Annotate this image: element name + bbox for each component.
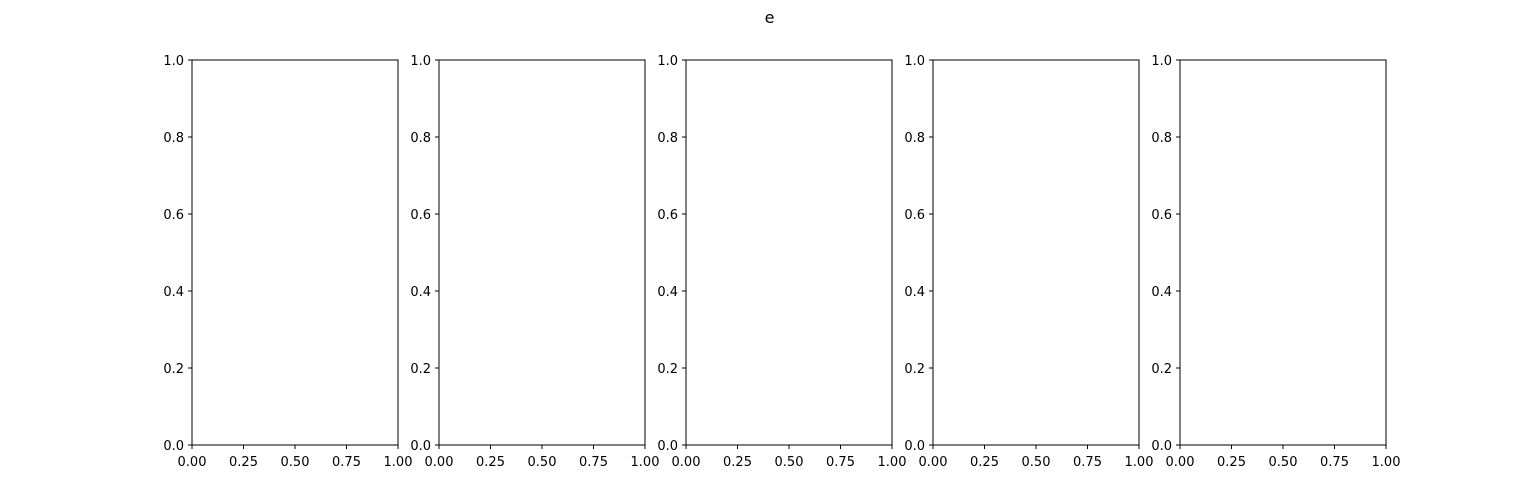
x-tick-label: 0.00 — [178, 455, 207, 470]
x-tick-label: 0.50 — [281, 455, 310, 470]
x-tick-label: 0.50 — [775, 455, 804, 470]
y-tick-label: 0.2 — [1151, 362, 1172, 377]
y-tick-label: 0.6 — [410, 208, 431, 223]
x-tick-label: 0.25 — [229, 455, 258, 470]
y-tick-label: 0.2 — [163, 362, 184, 377]
y-tick-label: 1.0 — [1151, 54, 1172, 69]
x-tick-label: 1.00 — [384, 455, 413, 470]
x-tick-label: 0.25 — [1217, 455, 1246, 470]
x-tick-label: 0.00 — [919, 455, 948, 470]
y-tick-label: 0.4 — [163, 285, 184, 300]
x-tick-label: 0.75 — [826, 455, 855, 470]
y-tick-label: 0.4 — [657, 285, 678, 300]
y-tick-label: 0.6 — [904, 208, 925, 223]
x-tick-label: 0.75 — [579, 455, 608, 470]
y-tick-label: 0.4 — [410, 285, 431, 300]
y-tick-label: 1.0 — [904, 54, 925, 69]
y-tick-label: 0.6 — [657, 208, 678, 223]
subplot-3: 0.00 0.25 0.50 0.75 1.00 0.0 0.2 0.4 0.6 0.8 1.0 — [657, 54, 906, 470]
subplot-5: 0.00 0.25 0.50 0.75 1.00 0.0 0.2 0.4 0.6 0.8 1.0 — [1151, 54, 1400, 470]
y-tick-label: 0.2 — [904, 362, 925, 377]
y-tick-label: 0.0 — [657, 439, 678, 454]
x-tick-label: 0.25 — [970, 455, 999, 470]
y-tick-label: 0.8 — [904, 131, 925, 146]
y-tick-label: 1.0 — [410, 54, 431, 69]
subplot-1: 0.00 0.25 0.50 0.75 1.00 0.0 0.2 0.4 0.6 0.8 1.0 — [163, 54, 412, 470]
y-tick-label: 0.8 — [1151, 131, 1172, 146]
subplot-4: 0.00 0.25 0.50 0.75 1.00 0.0 0.2 0.4 0.6 0.8 1.0 — [904, 54, 1153, 470]
y-tick-label: 0.0 — [163, 439, 184, 454]
x-tick-label: 0.25 — [723, 455, 752, 470]
x-tick-label: 0.50 — [1022, 455, 1051, 470]
axes-frame — [932, 59, 1140, 446]
x-tick-label: 1.00 — [878, 455, 907, 470]
y-tick-label: 0.0 — [1151, 439, 1172, 454]
y-tick-label: 0.6 — [163, 208, 184, 223]
figure-title: e — [764, 8, 775, 27]
y-tick-label: 1.0 — [657, 54, 678, 69]
x-tick-label: 0.50 — [1269, 455, 1298, 470]
x-tick-label: 1.00 — [1125, 455, 1154, 470]
x-tick-label: 1.00 — [1372, 455, 1401, 470]
axes-frame — [438, 59, 646, 446]
y-tick-label: 0.0 — [904, 439, 925, 454]
y-tick-label: 0.8 — [657, 131, 678, 146]
y-tick-label: 0.8 — [410, 131, 431, 146]
x-tick-label: 1.00 — [631, 455, 660, 470]
y-tick-label: 0.4 — [1151, 285, 1172, 300]
axes-frame — [1179, 59, 1387, 446]
x-tick-label: 0.00 — [1166, 455, 1195, 470]
y-tick-label: 0.6 — [1151, 208, 1172, 223]
x-tick-label: 0.00 — [425, 455, 454, 470]
y-tick-label: 0.0 — [410, 439, 431, 454]
y-tick-label: 1.0 — [163, 54, 184, 69]
x-tick-label: 0.00 — [672, 455, 701, 470]
y-tick-label: 0.4 — [904, 285, 925, 300]
axes-frame — [191, 59, 399, 446]
x-tick-label: 0.75 — [1320, 455, 1349, 470]
x-tick-label: 0.75 — [332, 455, 361, 470]
y-tick-label: 0.2 — [410, 362, 431, 377]
x-tick-label: 0.50 — [528, 455, 557, 470]
subplot-2: 0.00 0.25 0.50 0.75 1.00 0.0 0.2 0.4 0.6 0.8 1.0 — [410, 54, 659, 470]
axes-frame — [685, 59, 893, 446]
x-tick-label: 0.25 — [476, 455, 505, 470]
y-tick-label: 0.2 — [657, 362, 678, 377]
y-tick-label: 0.8 — [163, 131, 184, 146]
x-tick-label: 0.75 — [1073, 455, 1102, 470]
